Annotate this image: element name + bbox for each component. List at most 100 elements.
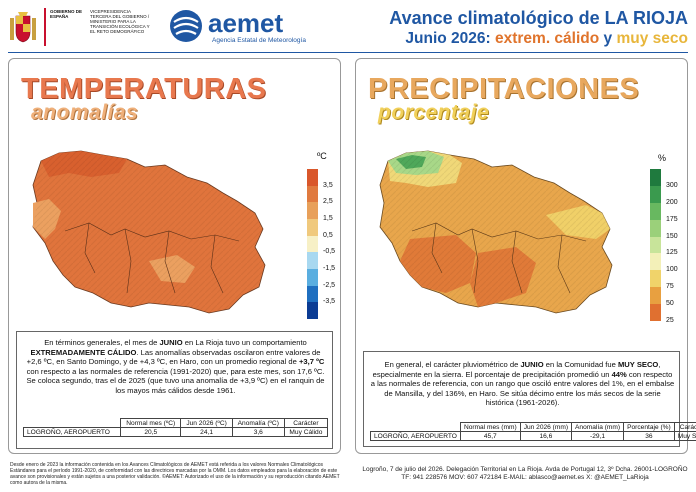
legend-label: -0,5	[323, 248, 336, 256]
temp-col-month: Jun 2026 (ºC)	[180, 418, 233, 428]
temperature-subtitle: anomalías	[31, 101, 139, 124]
title-region: LA RIOJA	[604, 8, 688, 28]
legend-label: 125	[666, 249, 678, 257]
legend-color-swatch	[307, 269, 318, 286]
summary-highlight: JUNIO	[159, 338, 183, 347]
temp-character-value: Muy Cálido	[283, 427, 329, 437]
temperature-station-table: Normal mes (ºC) Jun 2026 (ºC) Anomalía (…	[22, 418, 329, 437]
legend-label: -1,5	[323, 265, 336, 272]
prec-col-character: Carácter	[673, 422, 696, 432]
precipitation-subtitle: porcentaje	[378, 101, 490, 124]
precipitation-title: PRECIPITACIONES	[368, 73, 640, 105]
legend-label: 100	[666, 266, 678, 274]
summary-highlight: MUY SECO	[617, 360, 659, 369]
legend-label: 75	[666, 283, 674, 291]
temp-col-anomaly: Anomalía (ºC)	[231, 418, 285, 428]
prec-normal-value: 45,7	[459, 431, 521, 441]
legend-label: -3,5	[323, 298, 336, 306]
summary-highlight: JUNIO	[520, 360, 544, 369]
legend-label: 175	[666, 215, 678, 223]
summary-segment: . Las anomalías observadas oscilaron ent…	[26, 347, 321, 367]
aemet-emblem-icon	[170, 10, 202, 42]
footer-address: Logroño, 7 de julio del 2026. Delegación…	[360, 466, 690, 482]
government-name: GOBIERNO DE ESPAÑA	[50, 9, 83, 19]
government-org: VICEPRESIDENCIA TERCERA DEL GOBIERNO / M…	[90, 9, 150, 34]
precipitation-summary-text: En general, el carácter pluviométrico de…	[370, 360, 675, 408]
report-header: GOBIERNO DE ESPAÑA VICEPRESIDENCIA TERCE…	[0, 0, 696, 52]
legend-label: 0,5	[323, 231, 333, 239]
legend-label: -2,5	[323, 281, 336, 289]
precipitation-percentage-map	[379, 150, 613, 314]
temp-col-normal: Normal mes (ºC)	[120, 418, 182, 428]
legend-color-swatch	[307, 285, 318, 303]
aemet-logo: aemet Agencia Estatal de Meteorología	[168, 8, 308, 46]
legend-color-swatch	[307, 185, 318, 203]
legend-label: 200	[666, 198, 678, 206]
legend-color-swatch	[650, 253, 661, 271]
agency-name: aemet	[208, 8, 284, 38]
summary-segment: con respecto a las normales de referenci…	[370, 369, 675, 408]
legend-label: 2,5	[323, 198, 333, 206]
prec-col-anomaly: Anomalía (mm)	[571, 422, 625, 432]
temperature-unit: ºC	[317, 151, 327, 161]
temperature-panel: TEMPERATURAS anomalías ºC 3,5 2,5 1,5 0,5 -0…	[8, 58, 341, 454]
title-prefix: Avance climatológico de	[389, 8, 600, 28]
summary-highlight: +3,7 ºC	[298, 357, 325, 367]
legend-color-swatch	[650, 287, 661, 305]
precipitation-summary-box: En general, el carácter pluviométrico de…	[363, 351, 696, 447]
legend-color-swatch	[650, 219, 661, 237]
agency-subtitle: Agencia Estatal de Meteorología	[212, 37, 306, 44]
footer-note: Desde enero de 2023 la información conte…	[10, 462, 340, 486]
legend-color-swatch	[307, 252, 318, 269]
summary-segment: , especialmente en la sierra. El porcent…	[372, 360, 661, 379]
legend-label: 150	[666, 232, 678, 240]
prec-col-normal: Normal mes (mm)	[459, 422, 521, 432]
precipitation-unit: %	[658, 153, 667, 163]
legend-label: 50	[666, 300, 674, 308]
temperature-summary-box: En términos generales, el mes de JUNIO e…	[16, 331, 333, 449]
table-row: LOGROÑO, AEROPUERTO 45,7 16,6 -29,1 36 M…	[370, 431, 696, 441]
government-logo: GOBIERNO DE ESPAÑA VICEPRESIDENCIA TERCE…	[8, 6, 158, 48]
legend-label: 3,5	[323, 181, 333, 189]
legend-color-swatch	[650, 169, 661, 186]
spain-coat-of-arms-icon	[10, 12, 36, 43]
temp-col-character: Carácter	[283, 418, 329, 428]
prec-percentage-value: 36	[623, 431, 675, 441]
prec-col-percentage: Porcentaje (%)	[623, 422, 675, 432]
summary-highlight: 44%	[611, 369, 627, 379]
title-prec-character: muy seco	[616, 30, 688, 47]
temperature-legend: 3,5 2,5 1,5 0,5 -0,5 -1,5 -2,5 -3,5	[307, 169, 341, 319]
prec-station-name: LOGROÑO, AEROPUERTO	[370, 431, 461, 441]
title-period: Junio 2026:	[405, 30, 491, 47]
temp-anomaly-value: 3,6	[231, 427, 285, 437]
temp-station-name: LOGROÑO, AEROPUERTO	[22, 427, 122, 437]
prec-anomaly-value: -29,1	[571, 431, 625, 441]
footer-address-line: Logroño, 7 de julio del 2026. Delegación…	[362, 466, 688, 473]
summary-segment: En términos generales, el mes de	[44, 338, 160, 347]
legend-color-swatch	[307, 202, 318, 219]
precipitation-station-table: Normal mes (mm) Jun 2026 (mm) Anomalía (…	[370, 422, 696, 441]
summary-segment: en la Comunidad fue	[543, 360, 618, 369]
precipitation-legend: 300 200 175 150 125 100 75 50 25	[650, 169, 686, 324]
legend-color-swatch	[307, 302, 318, 319]
summary-highlight: EXTREMADAMENTE CÁLIDO	[30, 347, 137, 357]
legend-color-swatch	[650, 304, 661, 321]
legend-color-swatch	[650, 185, 661, 203]
precipitation-panel: PRECIPITACIONES porcentaje % 300 200 175 15…	[355, 58, 696, 454]
legend-color-swatch	[650, 236, 661, 254]
header-divider	[8, 52, 688, 53]
title-conjunction: y	[603, 30, 613, 47]
summary-segment: En general, el carácter pluviométrico de	[384, 360, 521, 369]
temp-normal-value: 20,5	[120, 427, 182, 437]
title-temp-character: extrem. cálido	[494, 30, 600, 47]
report-title: Avance climatológico de LA RIOJA Junio 2…	[389, 8, 688, 48]
temp-month-value: 24,1	[180, 427, 233, 437]
temperature-anomaly-map	[32, 150, 266, 314]
legend-color-swatch	[650, 202, 661, 220]
temperature-summary-text: En términos generales, el mes de JUNIO e…	[23, 338, 328, 396]
prec-col-month: Jun 2026 (mm)	[519, 422, 573, 432]
legend-label: 25	[666, 317, 674, 324]
prec-month-value: 16,6	[519, 431, 573, 441]
legend-label: 1,5	[323, 215, 333, 222]
